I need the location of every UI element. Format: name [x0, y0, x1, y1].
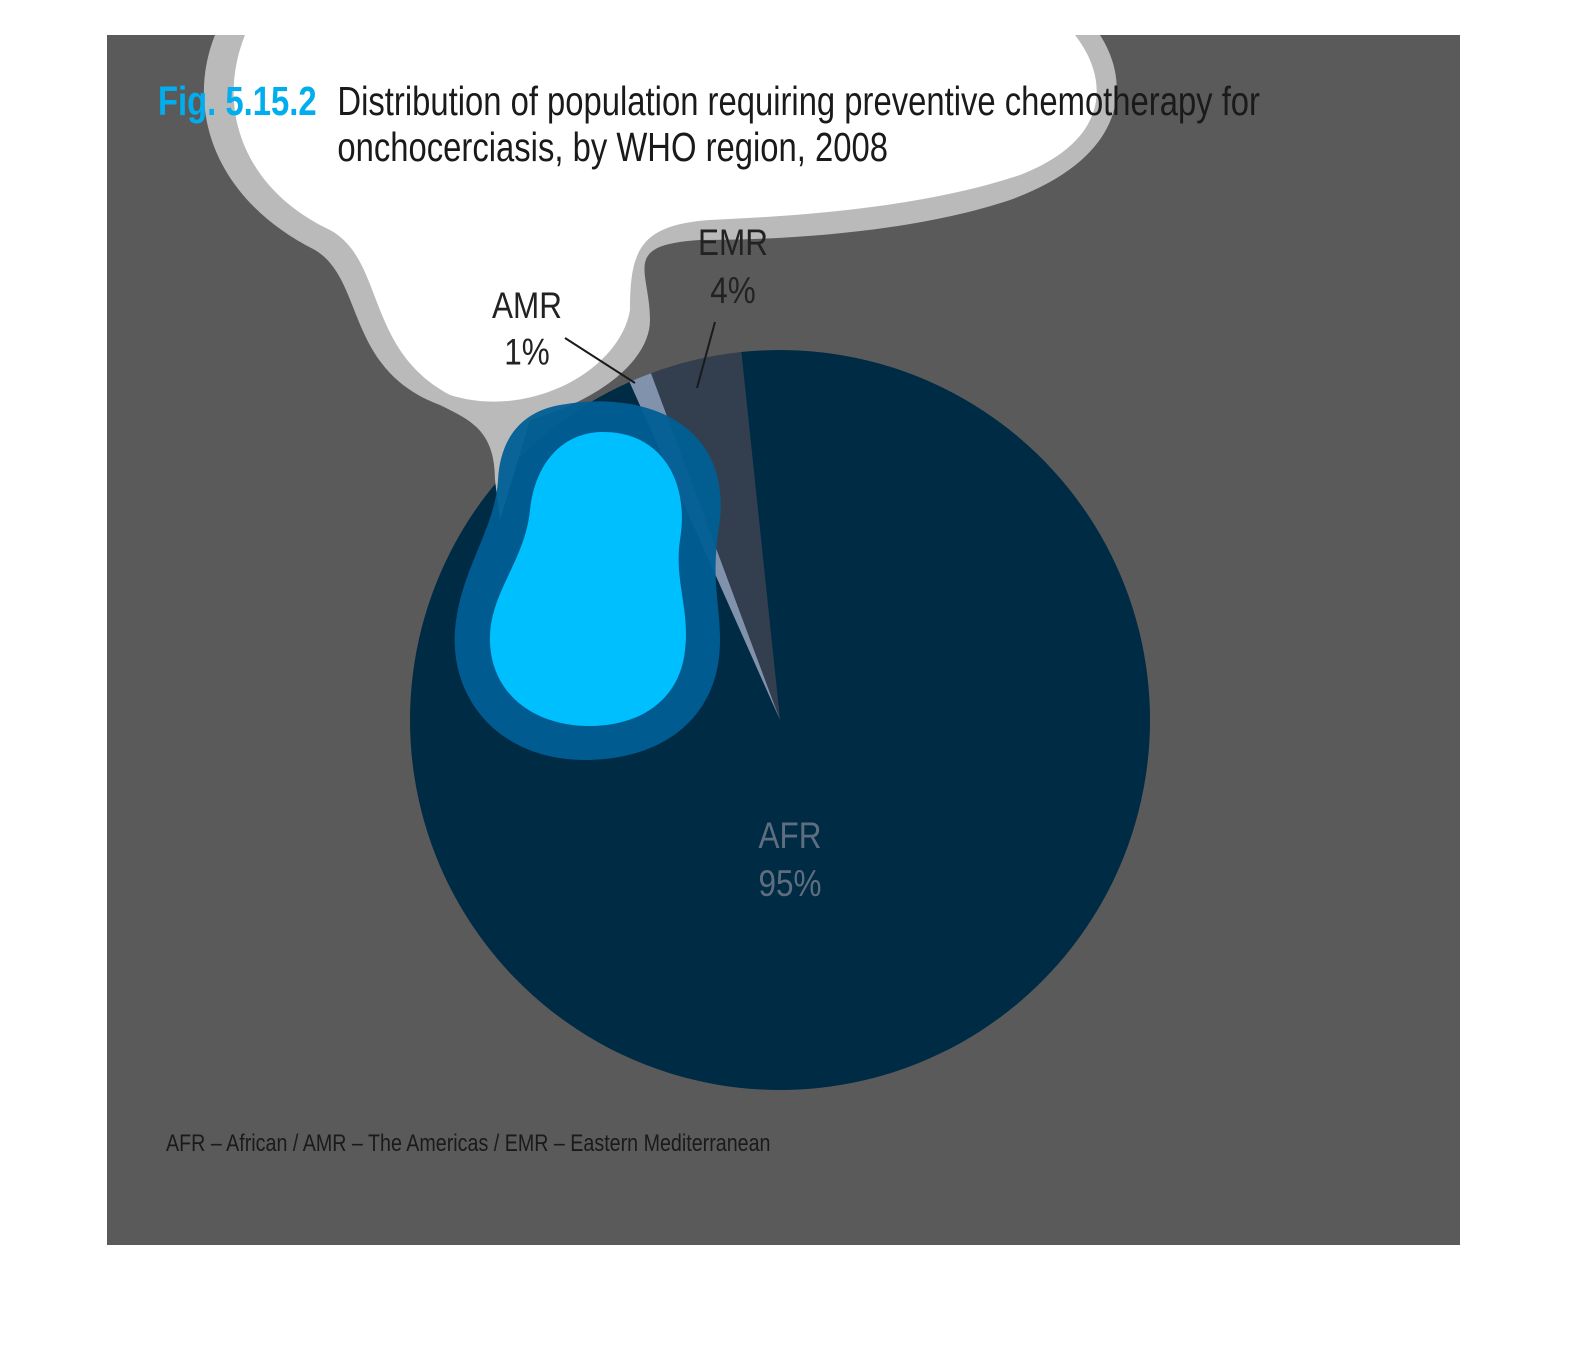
slice-label: AMR — [492, 285, 562, 326]
figure-label: Fig. 5.15.2 — [158, 78, 317, 124]
leader-line — [696, 321, 716, 389]
cloud — [233, 35, 1097, 402]
leader-line — [564, 337, 636, 384]
footnote: AFR – African / AMR – The Americas / EMR… — [166, 1130, 771, 1157]
slice-value-label: 4% — [710, 270, 755, 311]
blob-inner — [489, 431, 686, 726]
title-block: Fig. 5.15.2 Distribution of population r… — [158, 78, 1406, 170]
slice-value-label: 95% — [759, 863, 822, 904]
chart-title: Distribution of population requiring pre… — [337, 78, 1260, 170]
slice-label: AFR — [759, 815, 822, 856]
slice-label: EMR — [698, 222, 768, 263]
slice-value-label: 1% — [504, 332, 549, 373]
labels: AMR 1% EMR 4% AFR 95% — [492, 222, 821, 904]
